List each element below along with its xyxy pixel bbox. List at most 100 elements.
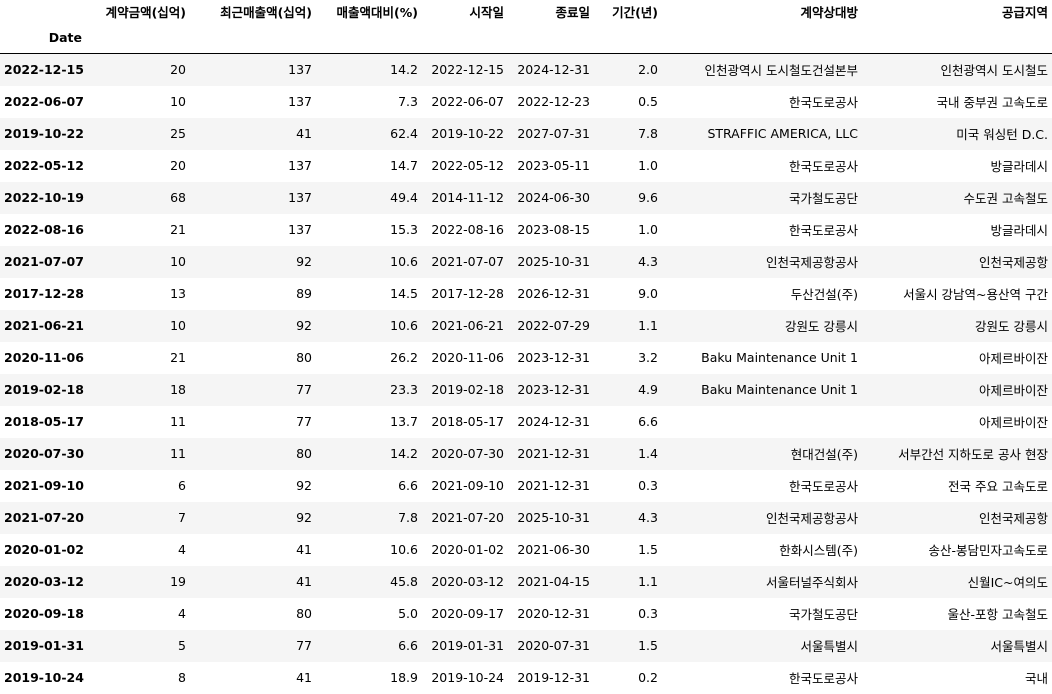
table-row: 2020-01-02 4 41 10.6 2020-01-02 2021-06-30 1.5… bbox=[0, 533, 1052, 566]
table-cell: 7.3 bbox=[398, 94, 418, 109]
row-date: 2020-01-02 bbox=[4, 542, 84, 557]
table-cell: 한국도로공사 bbox=[788, 95, 858, 110]
table-cell: 80 bbox=[296, 446, 312, 461]
table-cell: 19 bbox=[170, 574, 186, 589]
table-cell: 2021-06-21 bbox=[431, 318, 504, 333]
table-cell: 23.3 bbox=[390, 382, 418, 397]
table-cell: 8 bbox=[178, 670, 186, 685]
table-cell: 3.2 bbox=[638, 350, 658, 365]
table-cell: 서울터널주식회사 bbox=[765, 575, 858, 590]
table-cell: 서부간선 지하도로 공사 현장 bbox=[898, 447, 1048, 462]
column-header: 최근매출액(십억) bbox=[220, 4, 312, 20]
table-row: 2020-09-18 4 80 5.0 2020-09-17 2020-12-31 0.3 국… bbox=[0, 597, 1052, 630]
row-date: 2021-06-21 bbox=[4, 318, 84, 333]
table-row: 2022-05-12 20 137 14.7 2022-05-12 2023-05-11 1… bbox=[0, 149, 1052, 182]
table-cell: 인천광역시 도시철도 bbox=[940, 63, 1048, 79]
table-cell: 68 bbox=[170, 190, 186, 205]
table-cell: 2021-07-07 bbox=[431, 254, 504, 269]
table-cell: 2020-07-31 bbox=[517, 638, 590, 653]
row-date: 2021-07-20 bbox=[4, 510, 84, 525]
row-date: 2020-03-12 bbox=[4, 574, 84, 589]
table-cell: 14.5 bbox=[390, 286, 418, 301]
table-cell: 2022-05-12 bbox=[431, 158, 504, 173]
table-cell: 2020-03-12 bbox=[431, 574, 504, 589]
column-header: 종료일 bbox=[555, 4, 590, 20]
table-cell: 2019-02-18 bbox=[431, 382, 504, 397]
table-cell: 92 bbox=[296, 510, 312, 525]
table-cell: 2022-07-29 bbox=[517, 318, 590, 333]
table-cell: 20 bbox=[170, 158, 186, 173]
table-cell: 10.6 bbox=[390, 318, 418, 333]
table-cell: 6 bbox=[178, 478, 186, 493]
row-date: 2019-10-22 bbox=[4, 126, 84, 141]
table-cell: 10 bbox=[170, 94, 186, 109]
table-cell: 41 bbox=[296, 574, 312, 589]
table-cell: 45.8 bbox=[390, 574, 418, 589]
table-cell: 아제르바이잔 bbox=[978, 383, 1048, 398]
table-cell: 한국도로공사 bbox=[788, 159, 858, 174]
table-cell: 77 bbox=[296, 382, 312, 397]
row-date: 2018-05-17 bbox=[4, 414, 84, 429]
table-row: 2021-07-07 10 92 10.6 2021-07-07 2025-10-31 4.… bbox=[0, 245, 1052, 278]
table-cell: 0.2 bbox=[638, 670, 658, 685]
table-cell: 한국도로공사 bbox=[788, 223, 858, 238]
table-cell: 2014-11-12 bbox=[431, 190, 504, 205]
table-row: 2019-02-18 18 77 23.3 2019-02-18 2023-12-31 4.… bbox=[0, 373, 1052, 406]
table-body: 2022-12-15 20 137 14.2 2022-12-15 2024-12-31 2… bbox=[0, 53, 1052, 694]
table-cell: 서울시 강남역~용산역 구간 bbox=[903, 287, 1048, 302]
table-cell: 2020-12-31 bbox=[517, 606, 590, 621]
table-cell: 2023-12-31 bbox=[517, 382, 590, 397]
table-cell: 137 bbox=[288, 62, 312, 78]
table-cell: 92 bbox=[296, 478, 312, 493]
table-cell: 2020-01-02 bbox=[431, 542, 504, 557]
table-cell: 4 bbox=[178, 542, 186, 557]
table-cell: 137 bbox=[288, 190, 312, 205]
row-date: 2022-08-16 bbox=[4, 222, 84, 237]
column-header: 계약상대방 bbox=[800, 4, 858, 20]
table-cell: 10 bbox=[170, 254, 186, 269]
row-date: 2022-12-15 bbox=[4, 62, 84, 78]
table-cell: 국가철도공단 bbox=[788, 191, 858, 206]
table-cell: 1.0 bbox=[638, 158, 658, 173]
table-cell: 전국 주요 고속도로 bbox=[948, 479, 1048, 494]
table-cell: 한화시스템(주) bbox=[779, 543, 858, 558]
table-cell: 62.4 bbox=[390, 126, 418, 141]
table-cell: 6.6 bbox=[398, 478, 418, 493]
table-cell: 1.5 bbox=[638, 542, 658, 557]
table-cell: 4.3 bbox=[638, 254, 658, 269]
table-cell: 2022-08-16 bbox=[431, 222, 504, 237]
table-cell: 14.7 bbox=[390, 158, 418, 173]
table-cell: 신월IC~여의도 bbox=[967, 575, 1048, 590]
table-cell: 2025-10-31 bbox=[517, 254, 590, 269]
table-row: 2020-11-06 21 80 26.2 2020-11-06 2023-12-31 3.… bbox=[0, 341, 1052, 374]
row-date: 2017-12-28 bbox=[4, 286, 84, 301]
table-cell: 6.6 bbox=[398, 638, 418, 653]
table-cell: 10.6 bbox=[390, 254, 418, 269]
row-date: 2022-06-07 bbox=[4, 94, 84, 109]
table-cell: 92 bbox=[296, 254, 312, 269]
table-cell: 두산건설(주) bbox=[790, 287, 858, 302]
table-row: 2020-07-30 11 80 14.2 2020-07-30 2021-12-31 1.… bbox=[0, 437, 1052, 470]
table-row: 2017-12-28 13 89 14.5 2017-12-28 2026-12-31 9.… bbox=[0, 277, 1052, 310]
table-cell: 18.9 bbox=[390, 670, 418, 685]
table-cell: 41 bbox=[296, 670, 312, 685]
table-cell: 2024-12-31 bbox=[517, 414, 590, 429]
row-date: 2019-10-24 bbox=[4, 670, 84, 685]
table-cell: 2021-07-20 bbox=[431, 510, 504, 525]
table-cell: 2022-12-23 bbox=[517, 94, 590, 109]
table-cell: 인천국제공항 bbox=[978, 255, 1048, 270]
table-cell: 7.8 bbox=[398, 510, 418, 525]
table-cell: 현대건설(주) bbox=[790, 447, 858, 462]
table-cell: 아제르바이잔 bbox=[978, 351, 1048, 366]
table-cell: 13.7 bbox=[390, 414, 418, 429]
table-row: 2022-12-15 20 137 14.2 2022-12-15 2024-12-31 2… bbox=[0, 53, 1052, 86]
table-cell: 10 bbox=[170, 318, 186, 333]
table-cell: 1.0 bbox=[638, 222, 658, 237]
table-cell: 인천광역시 도시철도건설본부 bbox=[704, 63, 858, 79]
table-row: 2021-09-10 6 92 6.6 2021-09-10 2021-12-31 0.3 한… bbox=[0, 469, 1052, 502]
table-cell: 80 bbox=[296, 606, 312, 621]
table-cell: 울산-포항 고속철도 bbox=[947, 607, 1048, 622]
table-cell: 한국도로공사 bbox=[788, 671, 858, 686]
table-cell: 5.0 bbox=[398, 606, 418, 621]
table-cell: 인천국제공항공사 bbox=[765, 255, 858, 270]
